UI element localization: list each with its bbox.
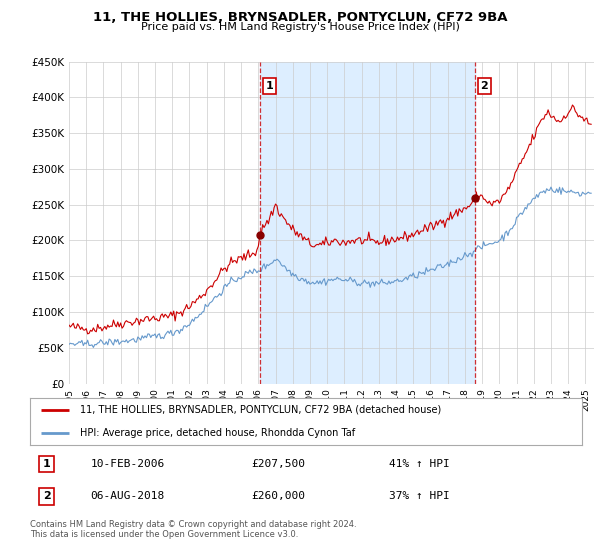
- Text: 1: 1: [265, 81, 273, 91]
- Text: 11, THE HOLLIES, BRYNSADLER, PONTYCLUN, CF72 9BA (detached house): 11, THE HOLLIES, BRYNSADLER, PONTYCLUN, …: [80, 405, 441, 415]
- Text: £207,500: £207,500: [251, 459, 305, 469]
- Text: 2: 2: [43, 491, 50, 501]
- Text: 06-AUG-2018: 06-AUG-2018: [91, 491, 165, 501]
- Text: Price paid vs. HM Land Registry's House Price Index (HPI): Price paid vs. HM Land Registry's House …: [140, 22, 460, 32]
- Text: 1: 1: [43, 459, 50, 469]
- Text: 41% ↑ HPI: 41% ↑ HPI: [389, 459, 449, 469]
- Text: £260,000: £260,000: [251, 491, 305, 501]
- Text: 11, THE HOLLIES, BRYNSADLER, PONTYCLUN, CF72 9BA: 11, THE HOLLIES, BRYNSADLER, PONTYCLUN, …: [93, 11, 507, 24]
- Text: Contains HM Land Registry data © Crown copyright and database right 2024.
This d: Contains HM Land Registry data © Crown c…: [30, 520, 356, 539]
- Text: 37% ↑ HPI: 37% ↑ HPI: [389, 491, 449, 501]
- Text: 10-FEB-2006: 10-FEB-2006: [91, 459, 165, 469]
- Text: 2: 2: [481, 81, 488, 91]
- Text: HPI: Average price, detached house, Rhondda Cynon Taf: HPI: Average price, detached house, Rhon…: [80, 428, 355, 438]
- Bar: [260, 62, 475, 384]
